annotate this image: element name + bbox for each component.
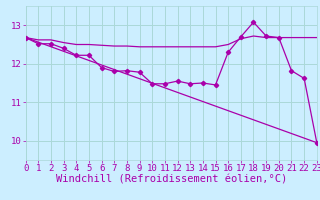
X-axis label: Windchill (Refroidissement éolien,°C): Windchill (Refroidissement éolien,°C) — [56, 175, 287, 185]
